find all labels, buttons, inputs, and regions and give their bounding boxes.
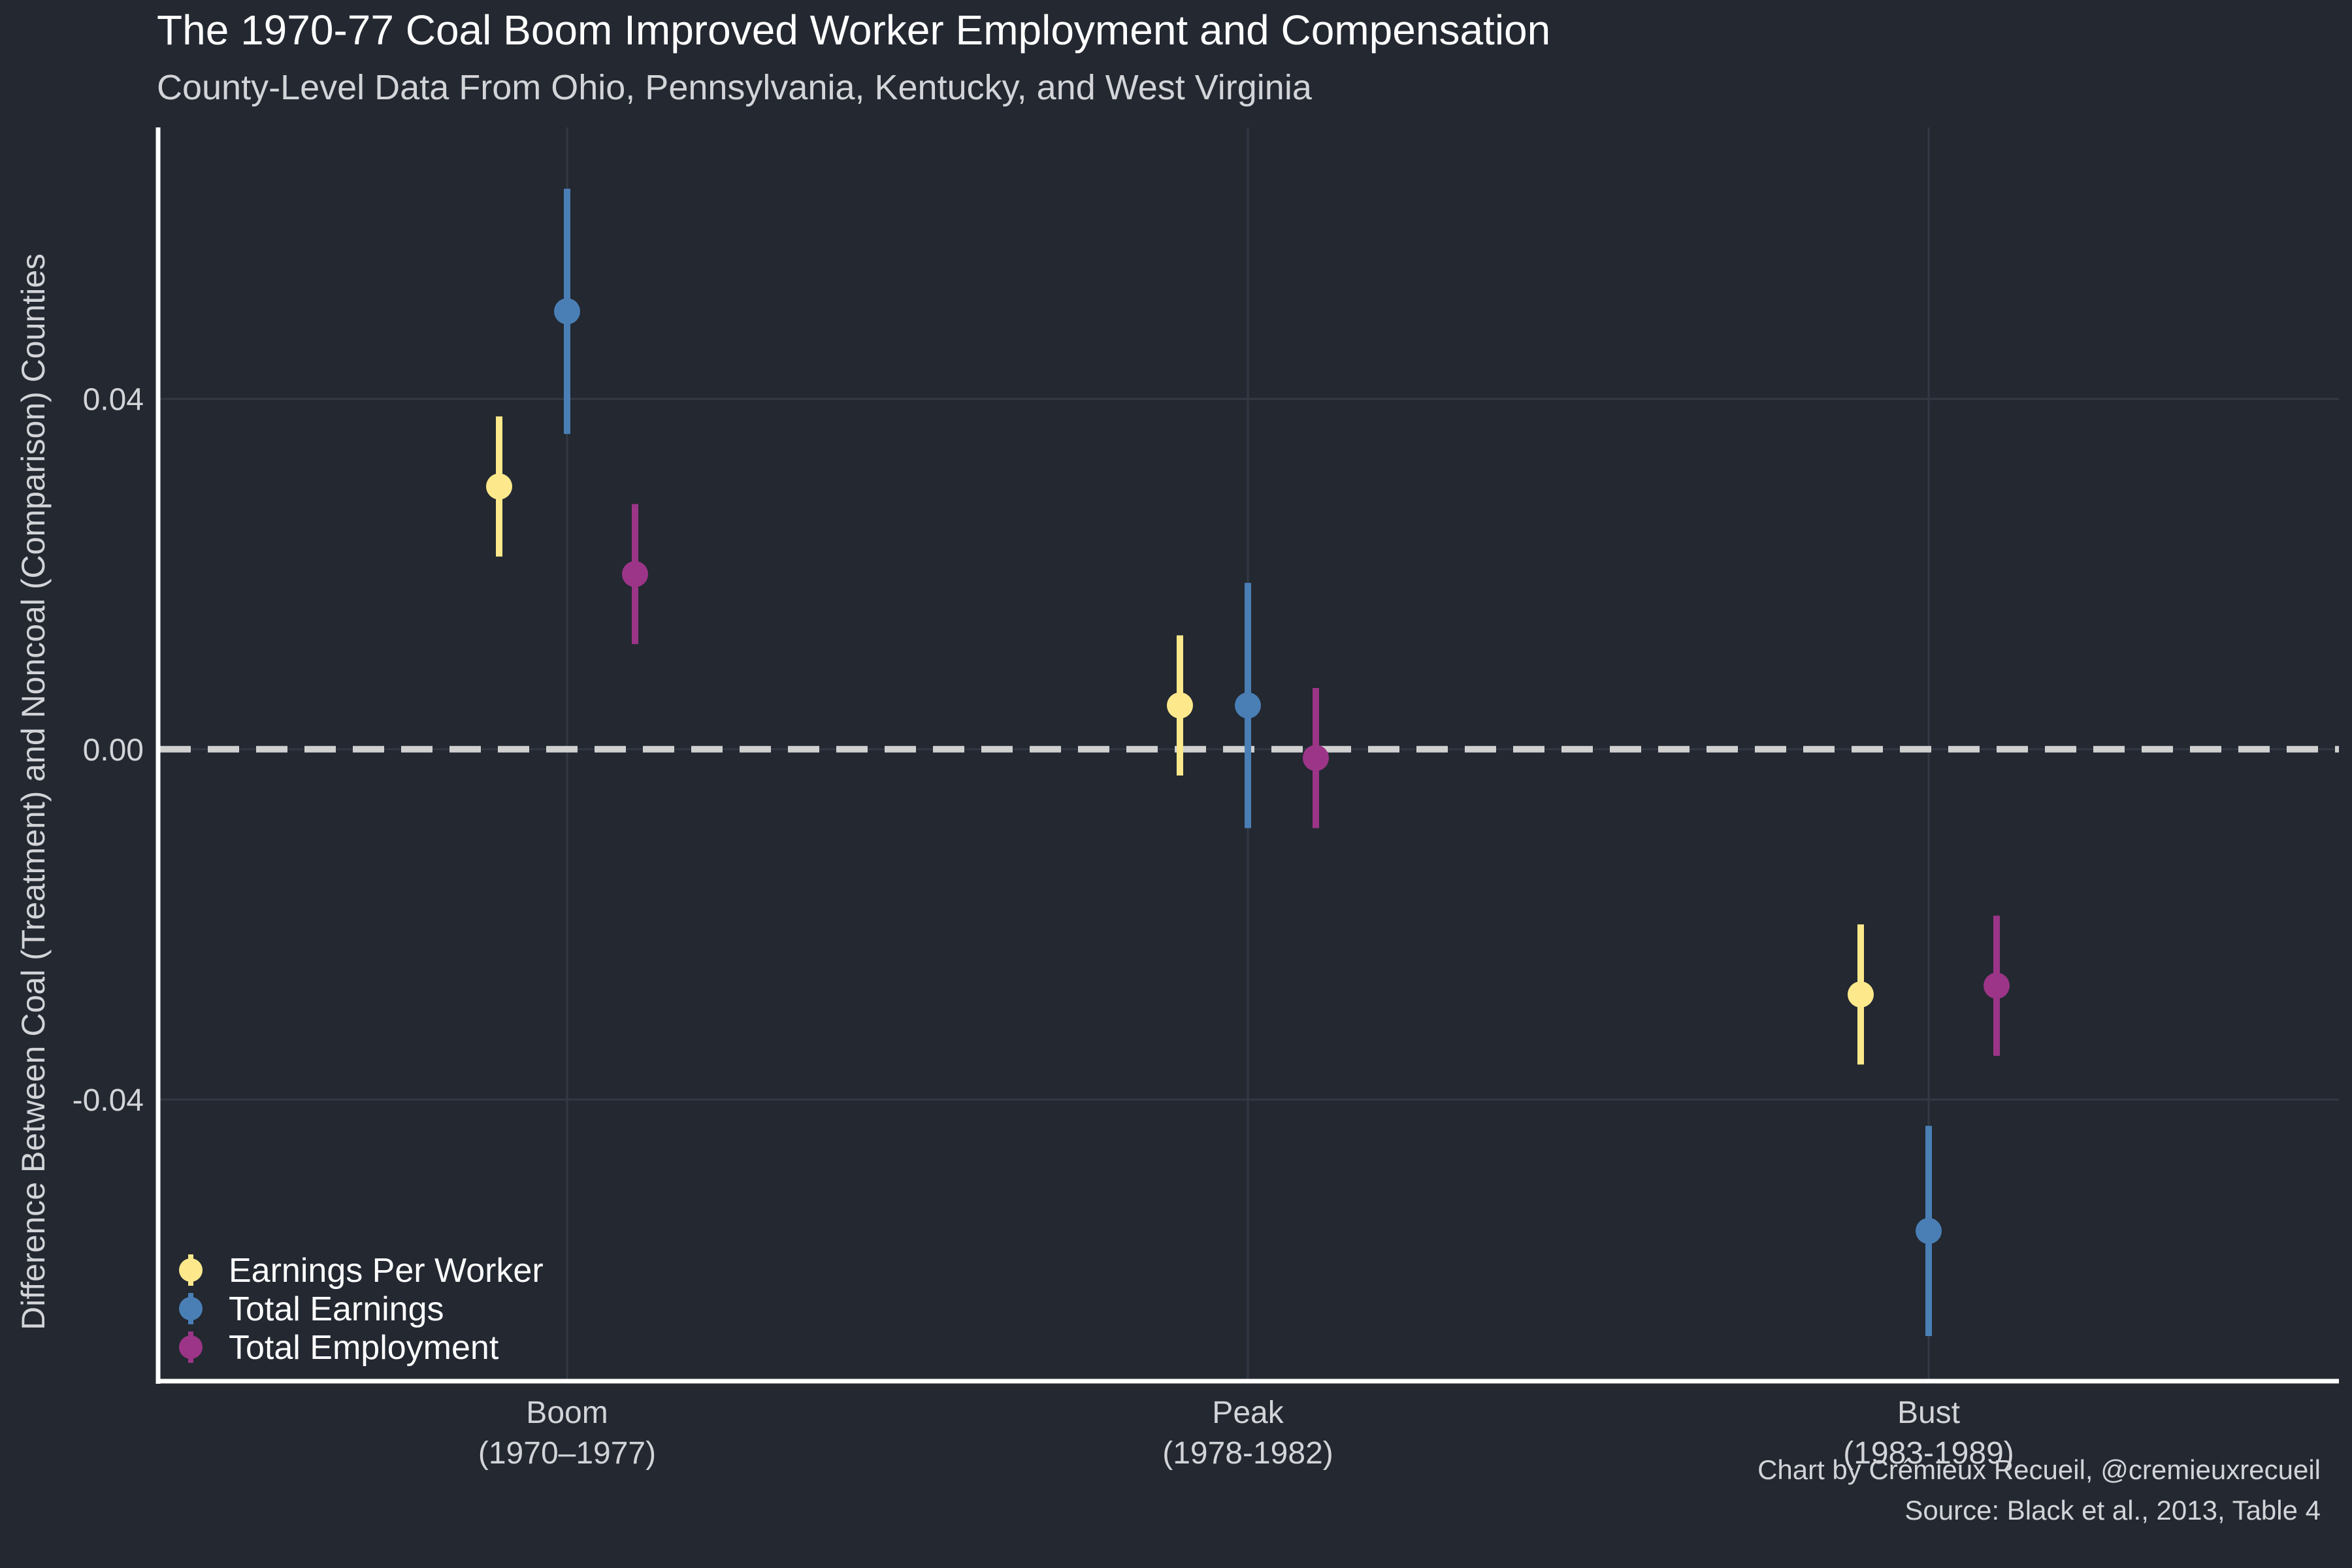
y-tick-labels: 0.04 0.00 -0.04 [73,383,144,1118]
legend-key-point [179,1297,203,1320]
data-point [1848,981,1874,1008]
chart-title: The 1970-77 Coal Boom Improved Worker Em… [157,7,1550,54]
x-tick-sublabel: (1983-1989) [1843,1436,2014,1471]
data-point [486,473,512,500]
x-tick-label: Peak [1212,1396,1284,1430]
data-point [622,561,648,587]
data-point [1984,972,2010,999]
x-tick-sublabel: (1978-1982) [1162,1436,1333,1471]
legend-key-point [179,1258,203,1282]
x-tick-labels: Boom (1970–1977) Peak (1978-1982) Bust (1983-… [478,1396,2014,1471]
y-tick-label: 0.04 [83,383,144,417]
y-tick-label: -0.04 [73,1083,144,1118]
legend-key-point [179,1335,203,1359]
legend-label: Total Employment [229,1329,499,1367]
data-point [1916,1218,1942,1245]
data-point [1167,692,1193,719]
y-axis-title: Difference Between Coal (Treatment) and … [15,253,52,1330]
caption-source: Source: Black et al., 2013, Table 4 [1904,1495,2321,1526]
y-tick-label: 0.00 [83,733,144,768]
x-tick-label: Boom [526,1396,608,1430]
chart-subtitle: County-Level Data From Ohio, Pennsylvani… [157,68,1313,107]
caption-credit: Chart by Crémieux Recueil, @cremieuxrecu… [1757,1454,2321,1485]
data-point [1303,745,1329,772]
data-marks [486,188,2010,1336]
legend-label: Total Earnings [229,1290,444,1328]
data-point [554,298,580,325]
legend-label: Earnings Per Worker [229,1252,544,1290]
x-tick-sublabel: (1970–1977) [478,1436,656,1471]
x-tick-label: Bust [1897,1396,1960,1430]
data-point [1235,692,1261,719]
